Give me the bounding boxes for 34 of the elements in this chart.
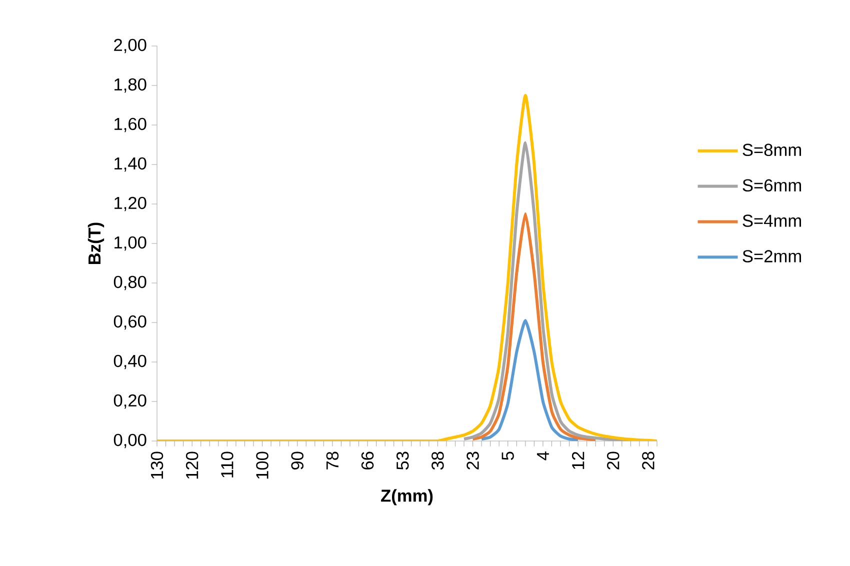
x-tick-label: 4	[537, 452, 549, 460]
y-tick-label: 0,00	[114, 434, 146, 448]
legend-label: S=6mm	[742, 179, 801, 192]
line-series	[471, 212, 598, 441]
x-tick-label: 130	[150, 452, 164, 479]
y-tick-label: 0,60	[114, 315, 146, 330]
x-axis-title: Z(mm)	[381, 489, 433, 506]
x-tick-label: 28	[642, 452, 654, 470]
legend-label: S=8mm	[742, 144, 801, 156]
x-tick-label: 12	[572, 452, 584, 469]
x-tick-label: 5	[502, 452, 514, 460]
x-tick-label: 78	[326, 452, 339, 470]
y-tick-label: 0,20	[114, 394, 146, 409]
x-tick-label: 23	[466, 452, 479, 470]
x-tick-label: 100	[256, 452, 268, 479]
y-tick-label: 2,00	[114, 38, 146, 54]
y-tick-label: 1,00	[114, 236, 146, 251]
legend-label: S=2mm	[742, 250, 801, 262]
y-axis-title: Bz(T)	[88, 222, 104, 264]
x-tick-label: 120	[186, 452, 198, 479]
x-tick-label: 20	[606, 452, 620, 470]
line-series	[480, 319, 580, 441]
y-tick-label: 0,80	[114, 276, 146, 290]
y-tick-label: 1,60	[114, 118, 146, 132]
x-tick-label: 38	[432, 452, 444, 470]
x-tick-label: 110	[221, 452, 234, 478]
y-tick-label: 1,20	[114, 196, 146, 212]
y-tick-label: 1,80	[114, 78, 146, 93]
x-tick-label: 90	[291, 452, 304, 470]
legend-label: S=4mm	[742, 214, 801, 227]
y-tick-label: 0,40	[114, 354, 146, 370]
y-tick-label: 1,40	[114, 157, 146, 172]
x-tick-label: 66	[361, 452, 374, 470]
x-tick-label: 53	[396, 452, 409, 470]
